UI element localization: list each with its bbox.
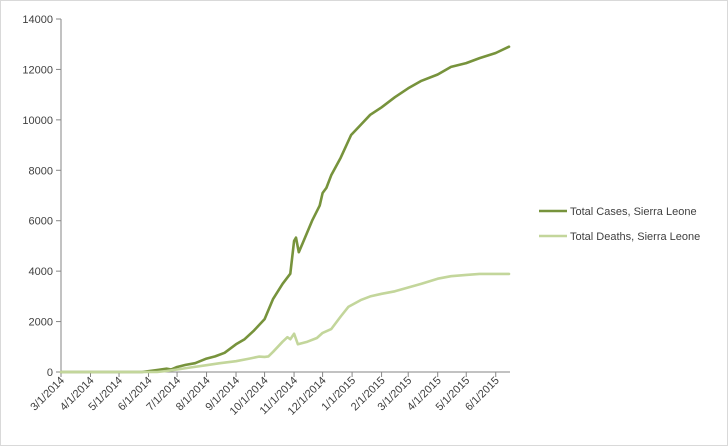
series-line-total-cases [59, 45, 511, 374]
y-tick-label: 4000 [29, 266, 53, 278]
y-tick-label: 2000 [29, 317, 53, 329]
y-tick-label: 8000 [29, 165, 53, 177]
series-line-total-deaths [59, 272, 511, 374]
y-tick-label: 10000 [22, 115, 53, 127]
y-tick-label: 12000 [22, 64, 53, 76]
legend-label: Total Deaths, Sierra Leone [570, 231, 700, 243]
y-tick-label: 14000 [22, 14, 53, 26]
y-tick-label: 6000 [29, 216, 53, 228]
legend-label: Total Cases, Sierra Leone [570, 206, 697, 218]
y-tick-label: 0 [47, 367, 53, 379]
